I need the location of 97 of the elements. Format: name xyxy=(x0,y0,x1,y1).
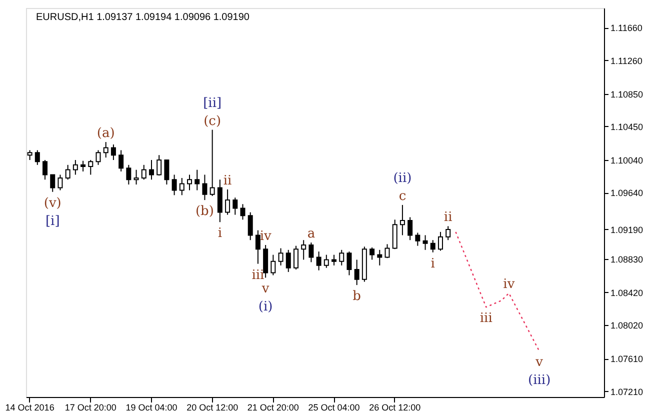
candlestick xyxy=(225,188,230,216)
annotation: (b) xyxy=(195,204,214,220)
candlestick xyxy=(400,204,405,236)
candlestick xyxy=(438,231,443,252)
candlestick xyxy=(210,129,215,196)
x-tick-label: 20 Oct 12:00 xyxy=(186,402,238,412)
y-tick-label: 1.10040 xyxy=(610,156,644,166)
candlestick xyxy=(422,234,428,250)
candlestick xyxy=(248,212,253,241)
annotation: iv xyxy=(260,228,272,244)
annotation: a xyxy=(307,226,316,242)
y-tick-label: 1.08830 xyxy=(610,254,644,264)
annotation: b xyxy=(352,289,361,304)
annotation: i xyxy=(218,226,222,242)
candlestick xyxy=(392,219,398,250)
candlestick xyxy=(187,174,192,191)
candlestick xyxy=(80,160,86,172)
candlestick xyxy=(293,245,298,270)
candlestick xyxy=(96,150,101,166)
candlestick xyxy=(27,150,32,161)
candlestick xyxy=(50,174,56,192)
candlestick xyxy=(286,249,291,272)
candlestick xyxy=(164,160,170,186)
annotation: (c) xyxy=(204,114,222,129)
candlestick xyxy=(430,240,436,253)
candlestick xyxy=(72,160,78,176)
candlestick xyxy=(65,164,70,180)
annotation: ii xyxy=(223,173,232,188)
candlestick xyxy=(316,251,322,271)
candlestick xyxy=(179,177,184,196)
candlestick xyxy=(42,160,48,180)
annotation: c xyxy=(398,188,406,204)
x-tick-label: 19 Oct 04:00 xyxy=(126,402,178,412)
y-tick-label: 1.11260 xyxy=(610,56,642,66)
candlestick xyxy=(118,150,124,172)
candlestick xyxy=(194,169,200,191)
line-series xyxy=(455,231,540,352)
candlestick xyxy=(202,174,208,201)
candlestick xyxy=(172,174,177,196)
candlestick xyxy=(110,144,116,161)
annotation: (a) xyxy=(96,126,115,142)
candlestick xyxy=(324,254,329,268)
annotation: v xyxy=(534,355,544,370)
annotation: iv xyxy=(503,277,516,292)
y-tick-label: 1.08020 xyxy=(610,320,644,331)
annotation: (v) xyxy=(44,196,62,211)
candlestick xyxy=(148,160,154,180)
candlestick xyxy=(126,164,132,186)
x-tick-label: 25 Oct 04:00 xyxy=(308,402,360,412)
candlestick xyxy=(308,242,314,263)
annotation: [ii] xyxy=(203,96,222,111)
candlestick xyxy=(346,251,352,276)
candlestick xyxy=(141,164,146,180)
candlestick xyxy=(354,259,360,286)
candlestick xyxy=(415,232,420,246)
candlestick xyxy=(103,142,108,158)
candlestick xyxy=(255,230,260,264)
candlestick xyxy=(446,226,451,241)
candlestick xyxy=(134,169,139,186)
x-tick-label: 14 Oct 2016 xyxy=(5,402,54,412)
y-tick-label: 1.09190 xyxy=(610,224,644,235)
annotation: i xyxy=(430,256,435,272)
candlestick xyxy=(270,254,276,276)
annotation: (iii) xyxy=(528,373,551,388)
candlestick xyxy=(301,240,306,260)
annotation: ii xyxy=(444,210,452,226)
y-tick-label: 1.07610 xyxy=(610,354,644,364)
candlestick xyxy=(377,249,382,266)
y-tick-label: 1.09640 xyxy=(610,188,644,198)
candlestick xyxy=(88,160,94,176)
candlestick xyxy=(408,216,413,241)
candlestick xyxy=(370,246,375,260)
annotation: (ii) xyxy=(393,170,412,186)
annotation: v xyxy=(260,282,270,297)
x-tick-label: 21 Oct 20:00 xyxy=(247,402,299,412)
annotation: (i) xyxy=(258,300,273,315)
candlestick xyxy=(263,244,268,278)
candlestick xyxy=(34,150,40,166)
candlestick xyxy=(240,204,246,220)
candlestick xyxy=(58,174,63,191)
y-tick-label: 1.07210 xyxy=(610,386,644,397)
candlestick xyxy=(332,254,337,266)
y-tick-label: 1.10850 xyxy=(610,89,644,100)
x-tick-label: 26 Oct 12:00 xyxy=(369,402,421,412)
chart-title: EURUSD,H1 1.09137 1.09194 1.09096 1.09190 xyxy=(36,12,250,23)
candlestick xyxy=(384,244,390,259)
x-tick-label: 17 Oct 20:00 xyxy=(64,402,116,412)
y-tick-label: 1.11660 xyxy=(610,23,642,34)
annotation: iii xyxy=(252,268,264,283)
candlestick xyxy=(278,248,284,266)
candlestick xyxy=(232,197,238,216)
y-tick-label: 1.08420 xyxy=(610,288,644,298)
candlestick xyxy=(339,249,344,266)
y-tick-label: 1.10450 xyxy=(610,122,644,132)
candlestick xyxy=(156,154,162,176)
annotation: [i] xyxy=(45,214,60,229)
annotation: iii xyxy=(480,311,492,326)
